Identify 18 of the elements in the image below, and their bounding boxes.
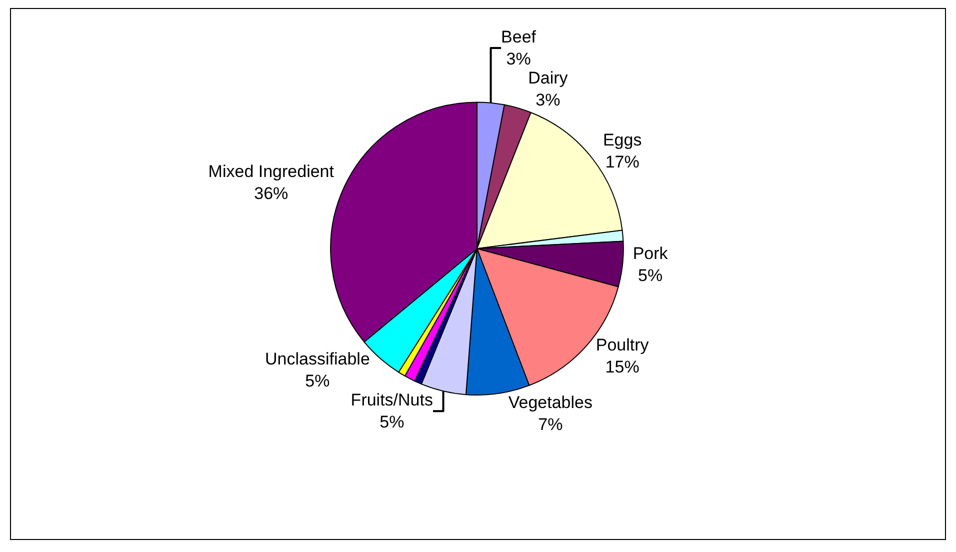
slice-label: Fruits/Nuts [350,390,433,410]
data-label: 5% [305,372,330,391]
data-label: 15% [605,358,640,377]
data-label: 5% [638,266,663,285]
data-label: 3% [506,50,531,69]
slice-label: Eggs [602,130,642,150]
data-label: 3% [536,90,560,110]
slice-label: Unclassifiable [265,349,370,368]
data-label: 36% [254,184,288,204]
slice-label: Vegetables [508,393,592,412]
slice-label: Beef [501,27,536,46]
data-label: 7% [538,415,563,434]
slice-label: Dairy [528,68,568,88]
data-label: 5% [380,412,404,432]
slice-label: Pork [632,244,668,263]
slice-label: Poultry [596,335,650,354]
data-label: 17% [605,152,640,172]
slice-label: Mixed Ingredient [208,162,334,181]
